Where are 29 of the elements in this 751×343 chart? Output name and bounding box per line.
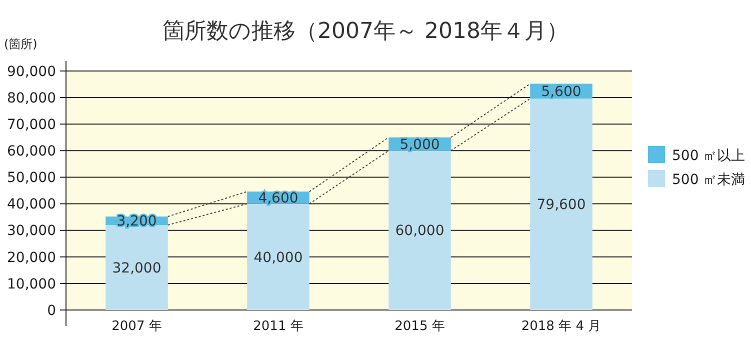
bar <box>530 98 592 310</box>
x-tick-label: 2018 年 4 月 <box>521 319 602 334</box>
data-label: 5,000 <box>400 136 440 153</box>
y-tick-label: 0 <box>47 302 56 319</box>
y-tick-label: 80,000 <box>7 90 56 106</box>
y-tick-label: 60,000 <box>7 144 56 160</box>
y-axis-title: (箇所) <box>4 37 38 51</box>
y-tick-label: 10,000 <box>7 276 56 292</box>
y-tick-label: 90,000 <box>7 64 56 80</box>
y-tick-label: 20,000 <box>7 250 56 266</box>
data-label: 60,000 <box>395 223 444 240</box>
chart-title: 箇所数の推移（2007年～ 2018年４月） <box>162 19 568 44</box>
data-label: 79,600 <box>536 197 586 214</box>
x-tick-label: 2011 年 <box>253 319 304 334</box>
data-label: 32,000 <box>112 260 162 276</box>
legend-label: 500 ㎡未満 <box>672 172 746 188</box>
data-label: 3,200 <box>116 214 157 230</box>
x-tick-label: 2015 年 <box>394 319 445 334</box>
bar <box>247 204 310 310</box>
y-tick-label: 30,000 <box>7 223 56 240</box>
y-tick-label: 50,000 <box>7 170 56 186</box>
y-tick-label: 40,000 <box>7 196 56 213</box>
y-tick-label: 70,000 <box>7 117 56 134</box>
x-tick-label: 2007 年 <box>112 319 162 334</box>
data-label: 40,000 <box>254 250 303 266</box>
data-label: 5,600 <box>541 84 582 100</box>
data-label: 4,600 <box>258 190 298 207</box>
legend-label: 500 ㎡以上 <box>672 148 746 164</box>
bar <box>388 150 451 310</box>
